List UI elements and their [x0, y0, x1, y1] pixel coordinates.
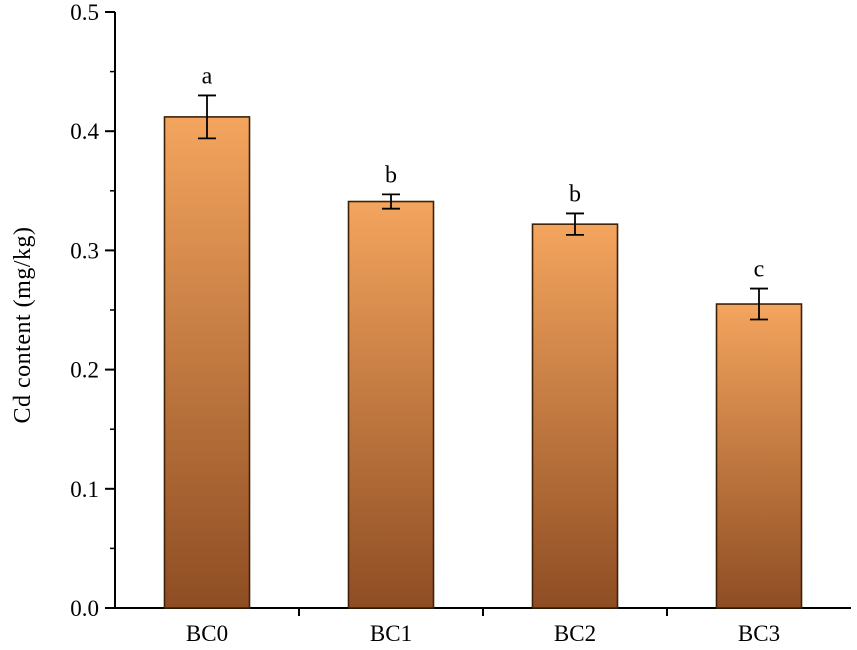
- bar-BC2: [531, 223, 619, 609]
- y-tick-label: 0.5: [70, 0, 99, 25]
- bar-BC0: [163, 116, 251, 609]
- y-axis-ticks: 0.0 0.1 0.2 0.3 0.4 0.5: [70, 0, 115, 621]
- y-tick-label: 0.4: [70, 119, 99, 144]
- y-tick-label: 0.0: [70, 596, 99, 621]
- bar-BC1: [347, 200, 435, 609]
- bar-BC3: [715, 303, 803, 609]
- x-tick-label-BC3: BC3: [738, 621, 780, 646]
- y-tick-label: 0.3: [70, 238, 99, 263]
- sig-letter-BC3: c: [754, 257, 765, 283]
- sig-letter-BC0: a: [202, 63, 213, 89]
- y-tick-label: 0.1: [70, 477, 99, 502]
- error-bar-BC2: [566, 212, 584, 236]
- error-bar-BC3: [750, 287, 768, 321]
- x-tick-label-BC0: BC0: [186, 621, 228, 646]
- y-axis-title: Cd content (mg/kg): [10, 226, 36, 424]
- error-bar-BC0: [198, 94, 216, 140]
- y-tick-label: 0.2: [70, 358, 99, 383]
- sig-letter-BC1: b: [385, 162, 397, 188]
- error-bar-BC1: [382, 193, 400, 210]
- x-tick-label-BC1: BC1: [370, 621, 412, 646]
- bars: a BC0 b BC1 b BC2 c BC3: [163, 63, 803, 646]
- x-tick-label-BC2: BC2: [554, 621, 596, 646]
- sig-letter-BC2: b: [569, 181, 581, 207]
- x-axis-ticks: [298, 608, 668, 616]
